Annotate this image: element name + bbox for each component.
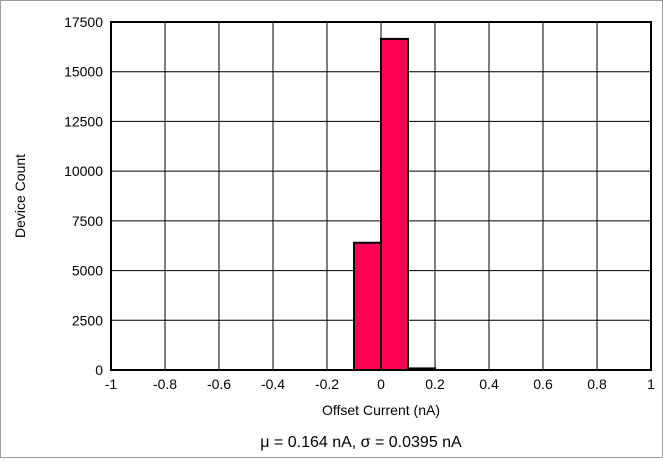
y-tick-label: 2500 [72, 312, 103, 328]
y-axis-label: Device Count [12, 154, 28, 238]
x-tick-label: -0.2 [315, 376, 339, 392]
y-tick-label: 7500 [72, 213, 103, 229]
x-axis-label: Offset Current (nA) [322, 402, 440, 418]
x-tick-label: -0.8 [153, 376, 177, 392]
x-tick-label: 0 [377, 376, 385, 392]
x-tick-label: -0.6 [207, 376, 231, 392]
y-tick-label: 17500 [64, 14, 103, 30]
histogram-bar [380, 37, 409, 371]
y-tick-label: 15000 [64, 64, 103, 80]
x-tick-label: 0.8 [587, 376, 607, 392]
x-tick-label: -0.4 [261, 376, 285, 392]
y-tick-label: 0 [95, 362, 103, 378]
y-tick-labels: 0 2500 5000 7500 10000 12500 15000 17500 [64, 14, 103, 378]
histogram-bar [353, 241, 382, 371]
plot-area-border [110, 21, 652, 371]
histogram-bars [353, 37, 436, 372]
y-tick-label: 12500 [64, 113, 103, 129]
x-tick-label: 0.6 [533, 376, 553, 392]
x-tick-label: 0.4 [479, 376, 499, 392]
x-tick-label: -1 [105, 376, 118, 392]
y-tick-label: 5000 [72, 263, 103, 279]
x-tick-label: 1 [647, 376, 655, 392]
y-tick-label: 10000 [64, 163, 103, 179]
statistics-caption: μ = 0.164 nA, σ = 0.0395 nA [260, 434, 462, 451]
x-tick-label: 0.2 [425, 376, 445, 392]
x-tick-labels: -1 -0.8 -0.6 -0.4 -0.2 0 0.2 0.4 0.6 0.8 1 [105, 376, 655, 392]
